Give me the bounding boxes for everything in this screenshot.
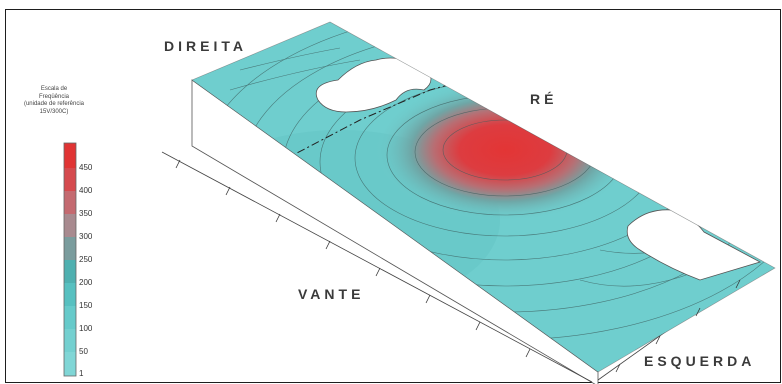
- legend-tick: 1: [79, 369, 84, 378]
- hole-upper: [315, 57, 432, 113]
- legend-tick: 150: [79, 301, 93, 310]
- legend-tick: 50: [79, 347, 88, 356]
- legend-title: Escala de Freqüência (unidade de referên…: [18, 86, 90, 116]
- axis-ticks: [175, 159, 741, 373]
- legend-title-line: Freqüência: [38, 93, 70, 100]
- legend-tick: 450: [79, 163, 93, 172]
- hole-right: [626, 209, 762, 281]
- legend-tick: 400: [79, 186, 93, 195]
- legend-title-line: 15V/300C): [39, 108, 69, 115]
- label-re: RÉ: [530, 91, 558, 107]
- legend-colorbar: [63, 142, 77, 377]
- legend-tick: 350: [79, 209, 93, 218]
- base-edge: [161, 151, 593, 383]
- label-direita: DIREITA: [164, 38, 247, 54]
- label-esquerda: ESQUERDA: [644, 353, 756, 369]
- legend-title-line: Escala de: [40, 86, 68, 92]
- legend-tick: 250: [79, 255, 93, 264]
- legend-title-line: (unidade de referência: [23, 101, 85, 107]
- legend-tick: 300: [79, 232, 93, 241]
- legend-tick: 200: [79, 278, 93, 287]
- label-vante: VANTE: [298, 286, 365, 302]
- legend-tick: 100: [79, 324, 93, 333]
